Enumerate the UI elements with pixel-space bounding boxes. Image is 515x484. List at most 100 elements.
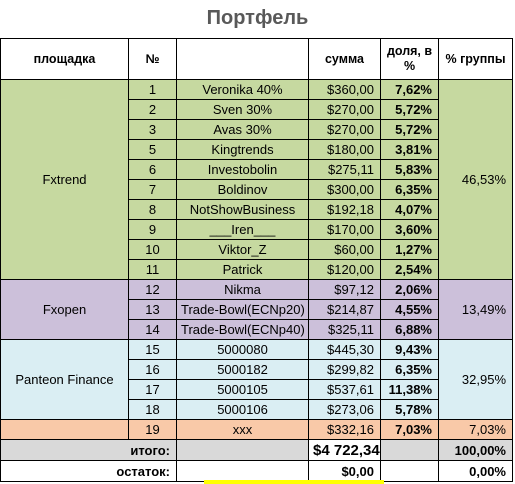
- row-sum[interactable]: $299,82: [308, 359, 381, 380]
- row-share[interactable]: 2,54%: [380, 259, 439, 280]
- group-share-cell[interactable]: 32,95%: [438, 339, 513, 420]
- table-row: Fxtrend 1 Veronika 40% $360,00 7,62% 46,53%: [0, 79, 513, 280]
- header-share[interactable]: доля, в %: [380, 38, 439, 80]
- table-row: 18 5000106 $273,06 5,78%: [1, 399, 513, 420]
- remainder-label[interactable]: остаток:: [0, 460, 177, 482]
- row-name[interactable]: 5000105: [176, 379, 309, 400]
- row-share[interactable]: 9,43%: [380, 339, 439, 360]
- row-num[interactable]: 9: [128, 219, 177, 240]
- row-num[interactable]: 3: [128, 119, 177, 140]
- row-share[interactable]: 5,78%: [380, 399, 439, 420]
- row-share[interactable]: 3,81%: [380, 139, 439, 160]
- row-name[interactable]: Veronika 40%: [176, 79, 309, 100]
- row-num[interactable]: 5: [128, 139, 177, 160]
- row-share[interactable]: 4,55%: [380, 299, 439, 320]
- row-name[interactable]: Patrick: [176, 259, 309, 280]
- row-num[interactable]: 8: [128, 199, 177, 220]
- header-group-share[interactable]: % группы: [438, 38, 513, 80]
- row-num[interactable]: 1: [128, 79, 177, 100]
- row-share[interactable]: 6,35%: [380, 359, 439, 380]
- row-name[interactable]: Viktor_Z: [176, 239, 309, 260]
- row-num[interactable]: 17: [128, 379, 177, 400]
- group-share-cell[interactable]: 13,49%: [438, 279, 513, 340]
- remainder-spacer[interactable]: [176, 460, 309, 482]
- row-sum[interactable]: $60,00: [308, 239, 381, 260]
- row-sum[interactable]: $275,11: [308, 159, 381, 180]
- row-share[interactable]: 5,72%: [380, 99, 439, 120]
- row-share[interactable]: 6,35%: [380, 179, 439, 200]
- row-name[interactable]: Investobolin: [176, 159, 309, 180]
- row-share[interactable]: 3,60%: [380, 219, 439, 240]
- row-name[interactable]: 5000080: [176, 339, 309, 360]
- group-share-cell[interactable]: 46,53%: [438, 79, 513, 280]
- header-sum[interactable]: сумма: [308, 38, 381, 80]
- row-name[interactable]: Avas 30%: [176, 119, 309, 140]
- row-name[interactable]: Boldinov: [176, 179, 309, 200]
- row-num[interactable]: 15: [128, 339, 177, 360]
- row-share[interactable]: 11,38%: [380, 379, 439, 400]
- header-platform[interactable]: площадка: [0, 38, 129, 80]
- row-sum[interactable]: $170,00: [308, 219, 381, 240]
- row-sum[interactable]: $97,12: [308, 279, 381, 300]
- row-name[interactable]: 5000182: [176, 359, 309, 380]
- row-name[interactable]: xxx: [176, 419, 309, 440]
- row-share[interactable]: 2,06%: [380, 279, 439, 300]
- row-name[interactable]: 5000106: [176, 399, 309, 420]
- row-name[interactable]: Trade-Bowl(ECNp20): [176, 299, 309, 320]
- row-share[interactable]: 5,72%: [380, 119, 439, 140]
- platform-cell[interactable]: Fxtrend: [0, 79, 129, 280]
- row-share[interactable]: 5,83%: [380, 159, 439, 180]
- row-num[interactable]: 7: [128, 179, 177, 200]
- row-share[interactable]: 1,27%: [380, 239, 439, 260]
- row-num[interactable]: 16: [128, 359, 177, 380]
- row-sum[interactable]: $537,61: [308, 379, 381, 400]
- header-name[interactable]: [176, 38, 309, 80]
- platform-cell[interactable]: Panteon Finance: [0, 339, 129, 420]
- row-share[interactable]: 7,62%: [380, 79, 439, 100]
- row-share[interactable]: 7,03%: [380, 419, 439, 440]
- row-num[interactable]: 13: [128, 299, 177, 320]
- row-num[interactable]: 11: [128, 259, 177, 280]
- row-num[interactable]: 19: [128, 419, 177, 440]
- row-sum[interactable]: $180,00: [308, 139, 381, 160]
- total-label[interactable]: итого:: [0, 439, 177, 461]
- total-group-share[interactable]: 100,00%: [438, 439, 513, 461]
- row-name[interactable]: Kingtrends: [176, 139, 309, 160]
- row-sum[interactable]: $300,00: [308, 179, 381, 200]
- total-sum[interactable]: $4 722,34: [308, 439, 381, 461]
- row-sum[interactable]: $120,00: [308, 259, 381, 280]
- remainder-sum[interactable]: $0,00: [308, 460, 381, 482]
- row-sum[interactable]: $445,30: [308, 339, 381, 360]
- row-num[interactable]: 14: [128, 319, 177, 340]
- row-num[interactable]: 2: [128, 99, 177, 120]
- portfolio-table: площадка № сумма доля, в % % группы Fxtr…: [0, 38, 513, 482]
- row-name[interactable]: NotShowBusiness: [176, 199, 309, 220]
- total-spacer[interactable]: [380, 439, 439, 461]
- remainder-row: остаток: $0,00 0,00%: [0, 460, 513, 482]
- remainder-spacer[interactable]: [380, 460, 439, 482]
- row-num[interactable]: 18: [128, 399, 177, 420]
- row-num[interactable]: 6: [128, 159, 177, 180]
- remainder-group-share[interactable]: 0,00%: [438, 460, 513, 482]
- group-share-cell[interactable]: 7,03%: [438, 419, 513, 440]
- row-name[interactable]: ___Iren___: [176, 219, 309, 240]
- row-sum[interactable]: $270,00: [308, 99, 381, 120]
- row-num[interactable]: 10: [128, 239, 177, 260]
- platform-cell[interactable]: [0, 419, 129, 440]
- row-share[interactable]: 4,07%: [380, 199, 439, 220]
- row-name[interactable]: Sven 30%: [176, 99, 309, 120]
- row-share[interactable]: 6,88%: [380, 319, 439, 340]
- row-sum[interactable]: $332,16: [308, 419, 381, 440]
- row-sum[interactable]: $270,00: [308, 119, 381, 140]
- row-sum[interactable]: $360,00: [308, 79, 381, 100]
- total-spacer[interactable]: [176, 439, 309, 461]
- header-num[interactable]: №: [128, 38, 177, 80]
- row-sum[interactable]: $214,87: [308, 299, 381, 320]
- row-sum[interactable]: $192,18: [308, 199, 381, 220]
- platform-cell[interactable]: Fxopen: [0, 279, 129, 340]
- row-sum[interactable]: $325,11: [308, 319, 381, 340]
- row-num[interactable]: 12: [128, 279, 177, 300]
- row-name[interactable]: Nikma: [176, 279, 309, 300]
- row-sum[interactable]: $273,06: [308, 399, 381, 420]
- row-name[interactable]: Trade-Bowl(ECNp40): [176, 319, 309, 340]
